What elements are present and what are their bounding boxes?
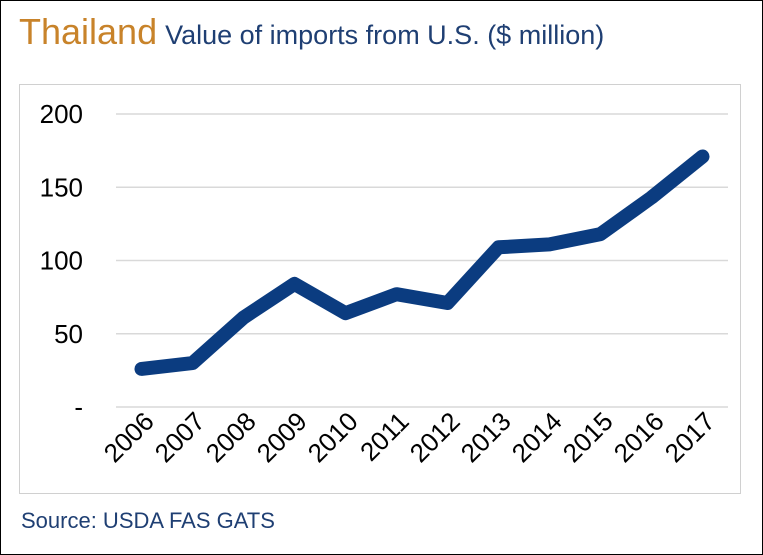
data-point-2014	[548, 243, 551, 246]
y-tick-label: 200	[40, 99, 83, 129]
y-tick-label: 50	[54, 319, 83, 349]
x-axis-ticks: 2006200720082009201020112012201320142015…	[98, 406, 721, 468]
y-axis-ticks: - 50 100 150 200	[40, 99, 83, 422]
data-point-2012	[446, 301, 449, 304]
data-point-2015	[599, 233, 602, 236]
x-tick-label: 2016	[608, 406, 670, 468]
x-tick-label: 2011	[354, 406, 415, 467]
series-layer	[134, 149, 710, 376]
source-note: Source: USDA FAS GATS	[21, 508, 275, 533]
x-tick-label: 2012	[404, 406, 466, 468]
country-title: Thailand	[19, 11, 158, 52]
data-point-2010	[344, 312, 347, 315]
y-tick-label: 150	[40, 172, 83, 202]
data-point-2009	[293, 282, 296, 285]
chart-subtitle: Value of imports from U.S. ($ million)	[165, 20, 605, 50]
gridlines	[116, 113, 728, 408]
data-point-2006	[140, 367, 143, 370]
data-point-2008	[242, 316, 245, 319]
series-line	[134, 149, 710, 376]
y-tick-label: 100	[40, 246, 83, 276]
x-tick-label: 2013	[455, 406, 517, 468]
x-tick-label: 2008	[200, 406, 262, 468]
x-tick-label: 2017	[659, 406, 721, 468]
data-point-2007	[191, 362, 194, 365]
x-tick-label: 2007	[149, 406, 211, 468]
data-point-2011	[395, 293, 398, 296]
data-point-2013	[497, 246, 500, 249]
x-tick-label: 2006	[98, 406, 160, 468]
x-tick-label: 2015	[557, 406, 619, 468]
plot-area-border	[19, 84, 741, 494]
data-point-2016	[650, 196, 653, 199]
data-point-2017	[701, 155, 704, 158]
x-tick-label: 2010	[302, 406, 364, 468]
chart-header: Thailand Value of imports from U.S. ($ mi…	[19, 11, 604, 53]
y-tick-label: -	[74, 392, 83, 422]
x-tick-label: 2009	[251, 406, 313, 468]
x-tick-label: 2014	[506, 406, 568, 468]
